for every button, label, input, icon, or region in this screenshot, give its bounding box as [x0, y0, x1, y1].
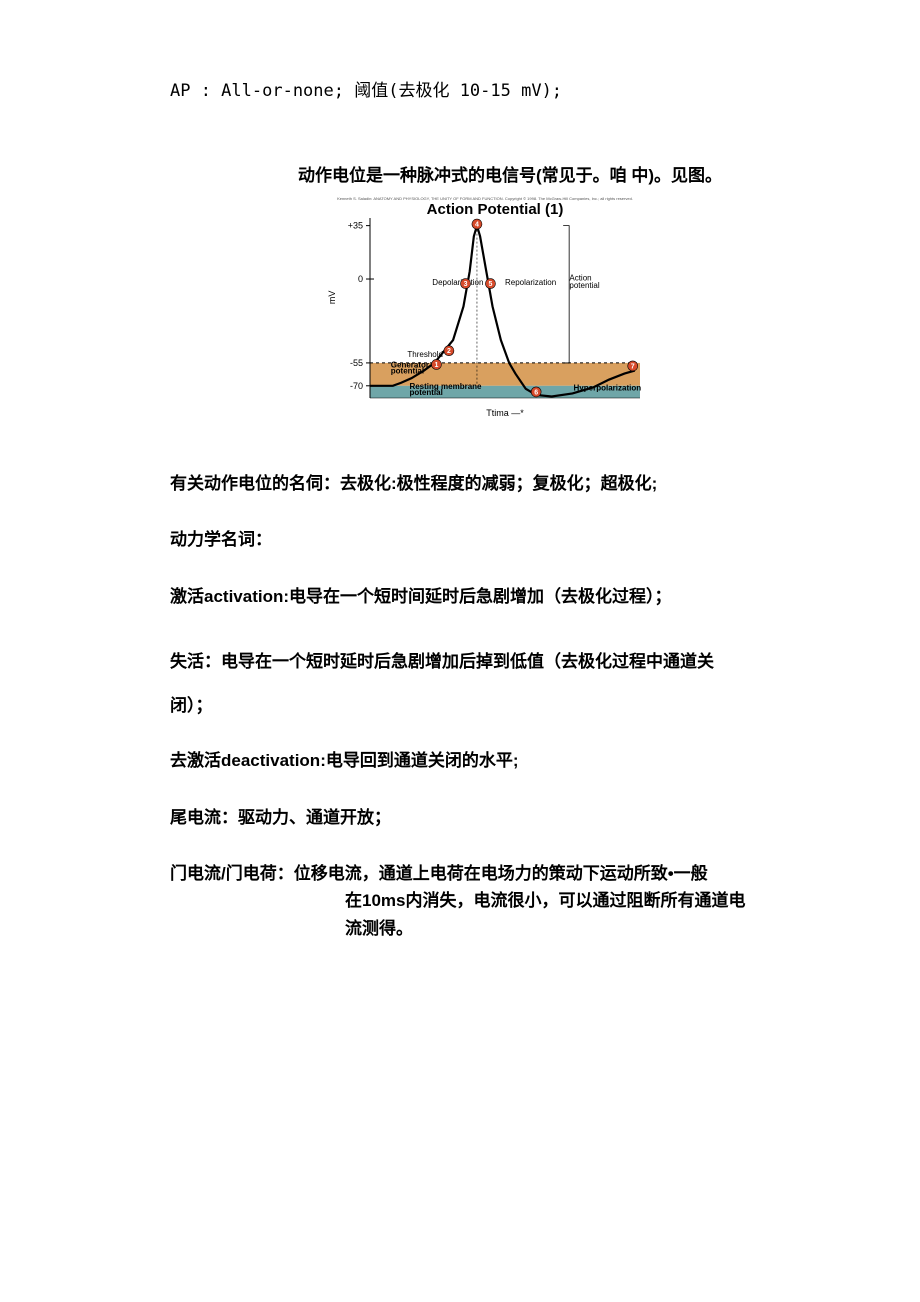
svg-text:Action Potential (1): Action Potential (1): [427, 201, 564, 218]
svg-text:potential: potential: [391, 366, 424, 375]
header-line: AP : All-or-none; 阈值(去极化 10-15 mV);: [170, 80, 760, 104]
svg-text:3: 3: [464, 281, 468, 288]
text-span: 闭）；: [170, 696, 213, 715]
svg-text:Depolarization: Depolarization: [432, 278, 483, 287]
svg-text:4: 4: [475, 221, 479, 228]
svg-text:-55: -55: [350, 358, 363, 368]
svg-text:+35: +35: [348, 220, 363, 230]
svg-text:2: 2: [447, 348, 451, 355]
svg-text:1: 1: [435, 362, 439, 369]
svg-text:6: 6: [534, 389, 538, 396]
svg-text:Threshold: Threshold: [407, 349, 443, 358]
svg-text:7: 7: [631, 363, 635, 370]
svg-text:Hyperpolarization: Hyperpolarization: [574, 383, 642, 392]
paragraph-inactivation: 失活：电导在一个短时延时后急剧增加后掉到低值（去极化过程中通道关 闭）；: [170, 640, 760, 728]
paragraph-kinetics-heading: 动力学名词：: [170, 526, 760, 555]
action-potential-chart: Kenneth S. Saladin: ANATOMY AND PHYSIOLO…: [320, 190, 650, 420]
text-span: 失活：电导在一个短时延时后急剧增加后掉到低值（去极化过程中通道关: [170, 652, 714, 671]
paragraph-tail-current: 尾电流：驱动力、通道开放；: [170, 804, 760, 833]
svg-text:Ttima —*: Ttima —*: [486, 408, 524, 418]
svg-text:5: 5: [489, 281, 493, 288]
svg-text:0: 0: [358, 274, 363, 284]
paragraph-terms: 有关动作电位的名伺：去极化:极性程度的减弱；复极化；超极化;: [170, 470, 760, 499]
svg-text:potential: potential: [409, 388, 442, 397]
paragraph-gating-b: 在10ms内消失，电流很小，可以通过阻断所有通道电流测得。: [345, 887, 760, 941]
svg-text:potential: potential: [569, 281, 599, 290]
svg-text:-70: -70: [350, 380, 363, 390]
paragraph-gating-a: 门电流/门电荷：位移电流，通道上电荷在电场力的策动下运动所致•一般: [170, 860, 760, 889]
document-page: AP : All-or-none; 阈值(去极化 10-15 mV); 动作电位…: [0, 0, 920, 1022]
paragraph-activation: 激活activation:电导在一个短时间延时后急剧增加（去极化过程）；: [170, 583, 760, 612]
svg-text:mV: mV: [327, 290, 337, 304]
chart-container: Kenneth S. Saladin: ANATOMY AND PHYSIOLO…: [210, 190, 760, 420]
svg-text:Repolarization: Repolarization: [505, 278, 556, 287]
figure-caption: 动作电位是一种脉冲式的电信号(常见于。咱 中)。见图。: [260, 164, 760, 188]
paragraph-deactivation: 去激活deactivation:电导回到通道关闭的水平;: [170, 747, 760, 776]
